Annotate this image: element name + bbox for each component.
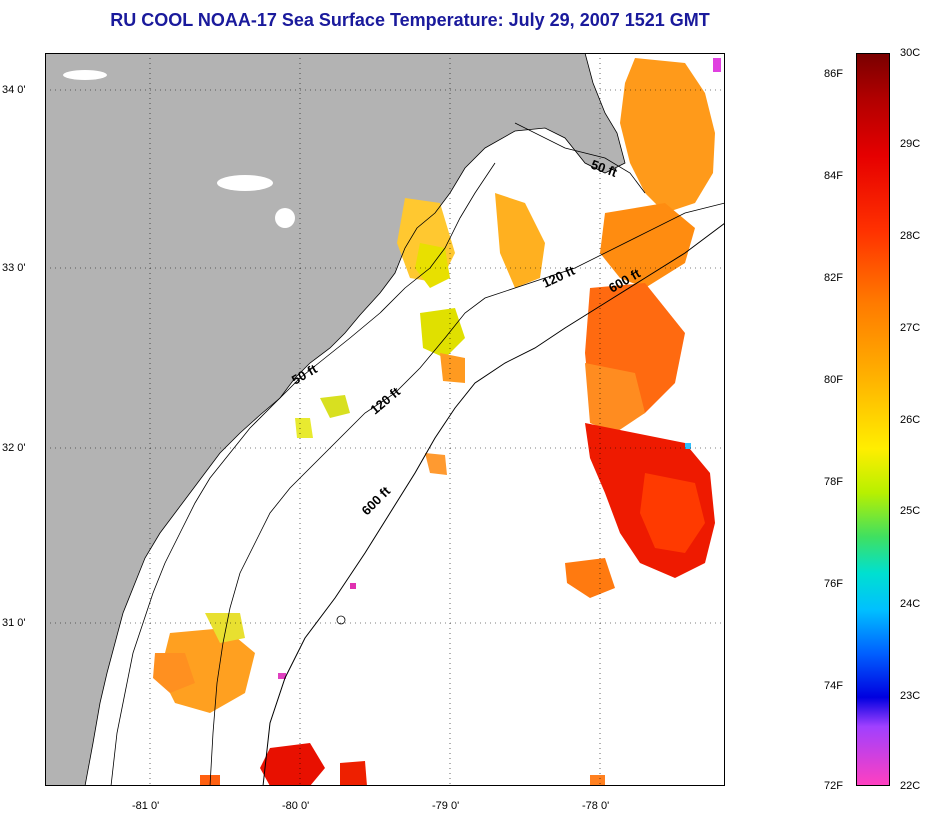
lon-label-78: -78 0': [582, 800, 610, 812]
colorbar-c-label: 25C: [900, 505, 921, 517]
colorbar-c-label: 26C: [900, 414, 921, 426]
colorbar-f-label: 76F: [824, 578, 843, 590]
colorbar-f-label: 84F: [824, 170, 843, 182]
lat-label-34: 34 0': [2, 84, 26, 96]
colorbar-c-label: 23C: [900, 690, 921, 702]
lon-label-80: -80 0': [282, 800, 310, 812]
colorbar-f-label: 74F: [824, 680, 843, 692]
graticule: [45, 53, 725, 786]
lat-label-32: 32 0': [2, 442, 26, 454]
sst-map-canvas: 50 ft 120 ft 600 ft 50 ft 120 ft 600 ft: [45, 53, 725, 786]
lon-label-81: -81 0': [132, 800, 160, 812]
contour-loop: [336, 615, 346, 625]
colorbar-f-label: 86F: [824, 68, 843, 80]
colorbar-c-label: 24C: [900, 598, 921, 610]
depth-contour-120ft: [209, 202, 725, 786]
colorbar-f-label: 78F: [824, 476, 843, 488]
colorbar-c-label: 29C: [900, 138, 921, 150]
lat-label-33: 33 0': [2, 262, 26, 274]
colorbar-f-label: 72F: [824, 780, 843, 792]
lake-shape: [275, 208, 295, 228]
land-mass: [45, 53, 625, 786]
lon-label-79: -79 0': [432, 800, 460, 812]
colorbar-c-label: 28C: [900, 230, 921, 242]
sst-map: 50 ft 120 ft 600 ft 50 ft 120 ft 600 ft: [45, 53, 725, 786]
lake-shape: [217, 175, 273, 191]
temperature-colorbar: [856, 53, 890, 786]
contour-label-120ft-north: 120 ft: [540, 262, 578, 290]
colorbar-c-label: 30C: [900, 47, 921, 59]
coastline: [84, 53, 626, 786]
colorbar-f-label: 82F: [824, 272, 843, 284]
contour-label-120ft-mid: 120 ft: [367, 384, 403, 418]
contour-label-600ft-south: 600 ft: [359, 483, 394, 518]
colorbar-c-label: 27C: [900, 322, 921, 334]
colorbar-c-label: 22C: [900, 780, 921, 792]
lat-label-31: 31 0': [2, 617, 26, 629]
depth-contour-50ft: [110, 122, 646, 786]
map-title: RU COOL NOAA-17 Sea Surface Temperature:…: [110, 10, 710, 30]
sst-patches: [153, 58, 721, 786]
lake-shape: [63, 70, 107, 80]
colorbar-f-label: 80F: [824, 374, 843, 386]
depth-contour-600ft: [262, 222, 725, 786]
